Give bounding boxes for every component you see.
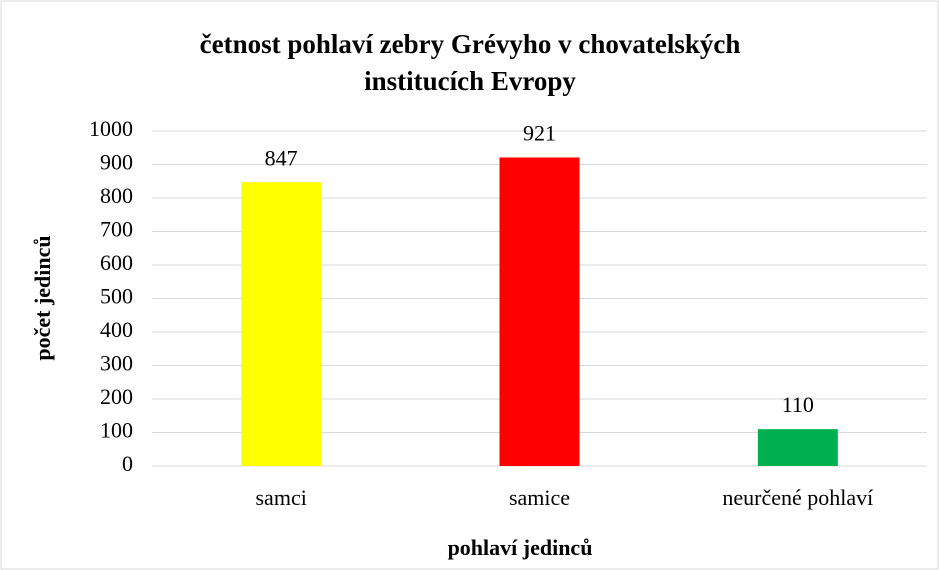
y-tick-label: 0 xyxy=(122,451,133,476)
x-tick-label: neurčené pohlaví xyxy=(722,485,873,510)
bar xyxy=(241,182,322,466)
bar xyxy=(757,429,838,466)
x-tick-label: samice xyxy=(509,485,570,510)
y-tick-label: 100 xyxy=(100,418,133,443)
value-label: 110 xyxy=(782,392,814,417)
value-label: 847 xyxy=(265,145,298,170)
y-tick-label: 900 xyxy=(100,150,133,175)
y-tick-label: 500 xyxy=(100,284,133,309)
x-axis-label: pohlaví jedinců xyxy=(448,535,593,560)
y-tick-label: 400 xyxy=(100,317,133,342)
y-tick-label: 200 xyxy=(100,384,133,409)
chart-title: četnost pohlaví zebry Grévyho v chovatel… xyxy=(199,29,741,96)
y-tick-label: 700 xyxy=(100,217,133,242)
y-axis-label: počet jedinců xyxy=(30,235,55,360)
value-label: 921 xyxy=(523,121,556,146)
y-tick-label: 300 xyxy=(100,351,133,376)
y-tick-label: 800 xyxy=(100,183,133,208)
y-tick-label: 1000 xyxy=(89,116,133,141)
x-tick-label: samci xyxy=(256,485,307,510)
y-tick-label: 600 xyxy=(100,250,133,275)
bar xyxy=(499,157,580,466)
